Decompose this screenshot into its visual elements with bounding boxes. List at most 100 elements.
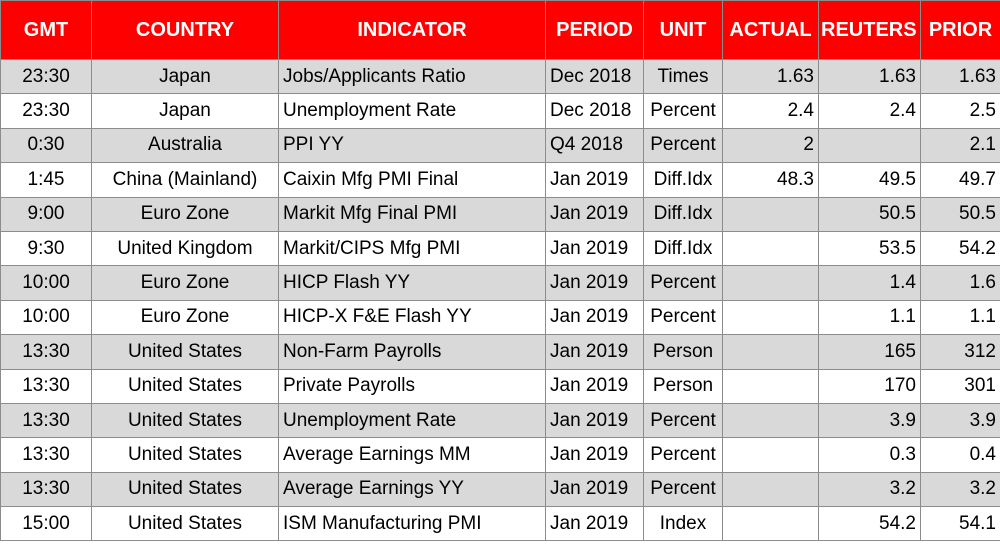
- country-cell: United States: [91, 506, 279, 542]
- table-row: 23:30 Japan Jobs/Applicants Ratio Dec 2018 T…: [0, 58, 1000, 95]
- unit-cell: Percent: [643, 299, 723, 336]
- table-row: 10:00 Euro Zone HICP Flash YY Jan 2019 Perce…: [0, 265, 1000, 301]
- actual-cell: 1.63: [722, 58, 819, 95]
- prior-cell: 49.7: [920, 162, 1000, 198]
- actual-cell: [722, 196, 819, 232]
- country-cell: United States: [91, 334, 279, 370]
- unit-cell: Diff.Idx: [643, 162, 723, 198]
- table-row: 13:30 United States Average Earnings MM Jan…: [0, 437, 1000, 473]
- period-cell: Jan 2019: [545, 506, 644, 542]
- period-cell: Jan 2019: [545, 437, 644, 473]
- unit-cell: Percent: [643, 437, 723, 473]
- table-row: 13:30 United States Average Earnings YY Jan…: [0, 471, 1000, 508]
- gmt-cell: 13:30: [0, 334, 92, 370]
- indicator-cell: Private Payrolls: [278, 368, 546, 404]
- indicator-cell: Average Earnings YY: [278, 471, 546, 508]
- header-indicator: INDICATOR: [278, 0, 546, 60]
- indicator-cell: Markit Mfg Final PMI: [278, 196, 546, 232]
- indicator-cell: Caixin Mfg PMI Final: [278, 162, 546, 198]
- prior-cell: 2.5: [920, 93, 1000, 129]
- actual-cell: [722, 437, 819, 473]
- indicator-cell: Unemployment Rate: [278, 93, 546, 129]
- unit-cell: Diff.Idx: [643, 196, 723, 232]
- country-cell: Euro Zone: [91, 265, 279, 301]
- header-gmt: GMT: [0, 0, 92, 60]
- country-cell: United States: [91, 437, 279, 473]
- table-row: 13:30 United States Unemployment Rate Jan 2…: [0, 402, 1000, 439]
- gmt-cell: 13:30: [0, 402, 92, 439]
- prior-cell: 54.1: [920, 506, 1000, 542]
- country-cell: United Kingdom: [91, 230, 279, 267]
- gmt-cell: 10:00: [0, 265, 92, 301]
- country-cell: United States: [91, 471, 279, 508]
- table-row: 9:30 United Kingdom Markit/CIPS Mfg PMI Jan…: [0, 230, 1000, 267]
- gmt-cell: 9:30: [0, 230, 92, 267]
- gmt-cell: 13:30: [0, 471, 92, 508]
- gmt-cell: 9:00: [0, 196, 92, 232]
- reuters-poll-cell: 1.63: [818, 58, 921, 95]
- period-cell: Jan 2019: [545, 162, 644, 198]
- gmt-cell: 23:30: [0, 93, 92, 129]
- prior-cell: 1.6: [920, 265, 1000, 301]
- unit-cell: Percent: [643, 402, 723, 439]
- period-cell: Jan 2019: [545, 368, 644, 404]
- period-cell: Q4 2018: [545, 127, 644, 164]
- prior-cell: 2.1: [920, 127, 1000, 164]
- table-row: 15:00 United States ISM Manufacturing PMI J…: [0, 506, 1000, 542]
- unit-cell: Diff.Idx: [643, 230, 723, 267]
- table-row: 13:30 United States Private Payrolls Jan 20…: [0, 368, 1000, 404]
- period-cell: Jan 2019: [545, 334, 644, 370]
- unit-cell: Percent: [643, 471, 723, 508]
- indicator-cell: Markit/CIPS Mfg PMI: [278, 230, 546, 267]
- actual-cell: 2: [722, 127, 819, 164]
- unit-cell: Person: [643, 334, 723, 370]
- period-cell: Jan 2019: [545, 196, 644, 232]
- indicator-cell: HICP Flash YY: [278, 265, 546, 301]
- actual-cell: 2.4: [722, 93, 819, 129]
- reuters-poll-cell: 0.3: [818, 437, 921, 473]
- period-cell: Jan 2019: [545, 471, 644, 508]
- table-row: 1:45 China (Mainland) Caixin Mfg PMI Final…: [0, 162, 1000, 198]
- reuters-poll-cell: 1.1: [818, 299, 921, 336]
- table-row: 13:30 United States Non-Farm Payrolls Jan 2…: [0, 334, 1000, 370]
- indicator-cell: Jobs/Applicants Ratio: [278, 58, 546, 95]
- period-cell: Jan 2019: [545, 265, 644, 301]
- header-country: COUNTRY: [91, 0, 279, 60]
- indicator-cell: PPI YY: [278, 127, 546, 164]
- actual-cell: [722, 368, 819, 404]
- country-cell: Japan: [91, 58, 279, 95]
- gmt-cell: 13:30: [0, 437, 92, 473]
- reuters-poll-cell: 1.4: [818, 265, 921, 301]
- country-cell: China (Mainland): [91, 162, 279, 198]
- prior-cell: 50.5: [920, 196, 1000, 232]
- gmt-cell: 13:30: [0, 368, 92, 404]
- table-body: 23:30 Japan Jobs/Applicants Ratio Dec 2018 T…: [0, 58, 1000, 542]
- gmt-cell: 1:45: [0, 162, 92, 198]
- country-cell: Japan: [91, 93, 279, 129]
- header-reuters-poll: REUTERS POLL: [818, 0, 921, 60]
- table-row: 10:00 Euro Zone HICP-X F&E Flash YY Jan 201…: [0, 299, 1000, 336]
- reuters-poll-cell: 2.4: [818, 93, 921, 129]
- indicator-cell: Average Earnings MM: [278, 437, 546, 473]
- actual-cell: [722, 299, 819, 336]
- reuters-poll-cell: 165: [818, 334, 921, 370]
- header-actual: ACTUAL: [722, 0, 819, 60]
- period-cell: Jan 2019: [545, 230, 644, 267]
- actual-cell: [722, 506, 819, 542]
- reuters-poll-cell: 50.5: [818, 196, 921, 232]
- gmt-cell: 15:00: [0, 506, 92, 542]
- indicator-cell: ISM Manufacturing PMI: [278, 506, 546, 542]
- indicator-cell: HICP-X F&E Flash YY: [278, 299, 546, 336]
- economic-calendar-table: GMT COUNTRY INDICATOR PERIOD UNIT ACTUAL…: [0, 0, 1000, 542]
- unit-cell: Index: [643, 506, 723, 542]
- prior-cell: 312: [920, 334, 1000, 370]
- unit-cell: Person: [643, 368, 723, 404]
- country-cell: Euro Zone: [91, 196, 279, 232]
- gmt-cell: 10:00: [0, 299, 92, 336]
- country-cell: Euro Zone: [91, 299, 279, 336]
- actual-cell: [722, 402, 819, 439]
- table-row: 9:00 Euro Zone Markit Mfg Final PMI Jan 201…: [0, 196, 1000, 232]
- period-cell: Dec 2018: [545, 58, 644, 95]
- unit-cell: Percent: [643, 93, 723, 129]
- reuters-poll-cell: 170: [818, 368, 921, 404]
